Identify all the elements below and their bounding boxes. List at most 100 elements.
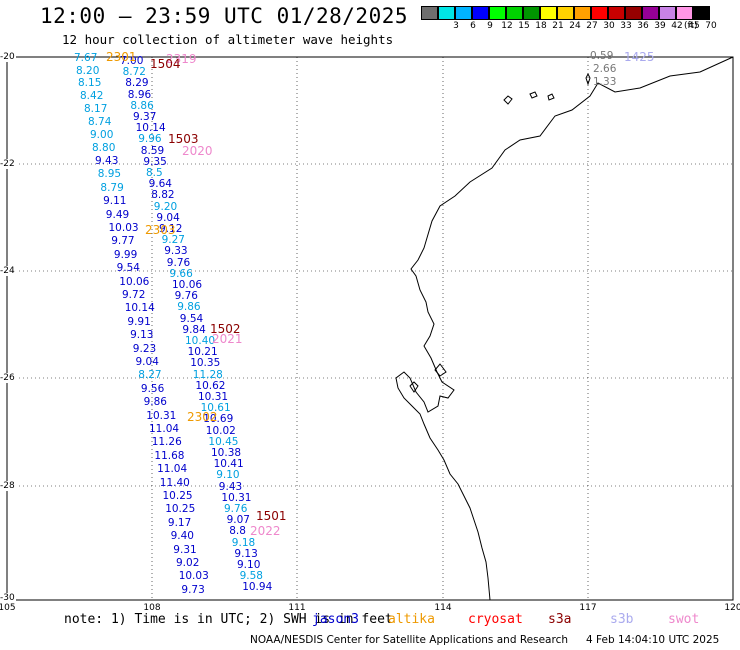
color-scale-label: 3 (453, 21, 459, 31)
wave-height-value: 9.96 (138, 133, 162, 146)
longitude-tick-label: 114 (434, 603, 452, 613)
wave-height-value: 0.59 (590, 50, 614, 62)
wave-height-value: 9.76 (174, 290, 198, 303)
color-scale-label: 45 (688, 21, 700, 31)
wave-height-value: 10.35 (190, 357, 221, 370)
wave-height-value: 2020 (182, 144, 213, 158)
wave-height-value: 9.77 (111, 235, 135, 248)
wave-height-value: 1502 (210, 322, 241, 336)
wave-height-value: 1501 (256, 509, 287, 523)
wave-height-value: 9.13 (130, 329, 154, 342)
color-scale-swatch (540, 6, 557, 20)
footer-note: note: 1) Time is in UTC; 2) SWH is in fe… (64, 612, 393, 627)
map-frame (6, 56, 734, 601)
color-scale-swatch (421, 6, 438, 20)
credit-line: NOAA/NESDIS Center for Satellite Applica… (250, 634, 568, 646)
wave-height-value: 9.64 (148, 178, 172, 191)
island-5 (434, 363, 447, 377)
wave-height-value: 9.56 (140, 382, 165, 395)
wave-height-value: 10.06 (172, 279, 203, 291)
wave-height-value: 9.37 (133, 111, 157, 123)
wave-height-value: 2303 (145, 223, 176, 237)
wave-height-value: 10.21 (187, 346, 218, 359)
wave-height-value: 8.82 (151, 189, 175, 202)
wave-height-value: 9.49 (105, 208, 130, 221)
longitude-tick-label: 105 (0, 603, 16, 613)
latitude-tick-label: -28 (0, 481, 16, 491)
wave-height-value: 9.33 (164, 245, 188, 258)
wave-height-value: 2302 (187, 410, 218, 424)
legend-item-s3a: s3a (548, 612, 572, 627)
wave-height-value: 9.76 (166, 256, 191, 269)
wave-height-value: 11.26 (151, 436, 182, 449)
wave-height-value: 9.23 (132, 342, 157, 355)
wave-height-value: 9.07 (226, 514, 250, 527)
wave-height-value: 9.17 (167, 516, 192, 529)
page-subtitle: 12 hour collection of altimeter wave hei… (62, 32, 394, 47)
wave-height-value: 10.61 (200, 402, 231, 415)
color-scale-swatch (574, 6, 591, 20)
legend-item-s3b: s3b (610, 612, 634, 627)
wave-height-value: 8.79 (100, 181, 124, 194)
color-scale-swatch (438, 6, 455, 20)
wave-height-value: 1504 (150, 57, 181, 71)
color-scale-swatch (659, 6, 676, 20)
wave-height-value: 8.95 (97, 168, 122, 181)
wave-height-value: 2022 (250, 524, 281, 538)
wave-height-value: 11.28 (192, 368, 223, 381)
color-scale-swatch (642, 6, 659, 20)
color-scale-label: 12 (501, 21, 513, 31)
wave-height-value: 9.73 (181, 583, 205, 596)
wave-height-value: 9.86 (177, 301, 201, 314)
wave-height-value: 8.8 (229, 525, 246, 538)
wave-height-value: 10.40 (185, 335, 216, 347)
wave-height-value: 9.11 (103, 195, 127, 208)
wave-height-value: 9.58 (239, 570, 263, 583)
color-scale-label: 36 (637, 21, 649, 31)
wave-height-value: 9.04 (135, 356, 159, 368)
wave-height-value: 2.66 (593, 63, 617, 75)
color-scale-label: 27 (586, 21, 598, 31)
longitude-tick-label: 111 (288, 603, 306, 613)
wave-height-value: 11.04 (157, 463, 188, 476)
wave-height-value: 11.40 (159, 476, 190, 489)
wave-height-value: 8.20 (76, 65, 100, 77)
wave-height-value: 9.91 (127, 315, 151, 328)
wave-height-value: 10.31 (221, 491, 252, 504)
latitude-tick-label: -24 (0, 266, 16, 276)
wave-height-value: 9.10 (237, 559, 261, 571)
wave-height-value: 9.02 (176, 557, 200, 569)
island-2 (529, 91, 538, 99)
wave-height-value: 2319 (166, 52, 197, 66)
legend-item-swot: swot (668, 612, 700, 627)
timestamp: 4 Feb 14:04:10 UTC 2025 (586, 634, 720, 646)
wave-height-value: 9.66 (169, 267, 193, 280)
wave-height-value: 9.27 (161, 234, 185, 247)
wave-height-value: 11.04 (149, 423, 180, 435)
latitude-tick-label: -22 (0, 159, 16, 169)
wave-height-value: 9.43 (95, 155, 119, 167)
color-scale-label: 9 (487, 21, 493, 31)
map-grid (7, 57, 733, 600)
color-scale-label: 15 (518, 21, 530, 31)
legend-item-altika: altika (388, 612, 435, 627)
wave-height-value: 8.86 (130, 99, 154, 112)
latitude-tick-label: -20 (0, 52, 16, 62)
color-scale-label: 6 (470, 21, 476, 31)
longitude-tick-label: 108 (143, 603, 161, 613)
wave-height-value: 10.94 (242, 581, 273, 594)
color-scale-label: 21 (552, 21, 564, 31)
wave-height-value: 9.72 (122, 289, 146, 301)
wave-height-value: 9.12 (159, 223, 183, 235)
wave-height-value: 10.41 (213, 458, 244, 471)
wave-height-value: 10.62 (195, 379, 226, 392)
wave-height-value: 10.14 (135, 122, 166, 135)
wave-height-value: 9.00 (90, 129, 114, 141)
wave-height-value: 10.25 (162, 490, 193, 502)
color-scale-swatch (693, 6, 710, 20)
wave-height-value: 1425 (624, 50, 655, 64)
wave-height-value: 9.18 (231, 536, 256, 549)
wave-height-value: 1.33 (593, 76, 617, 88)
wave-height-value: 10.31 (198, 391, 229, 403)
